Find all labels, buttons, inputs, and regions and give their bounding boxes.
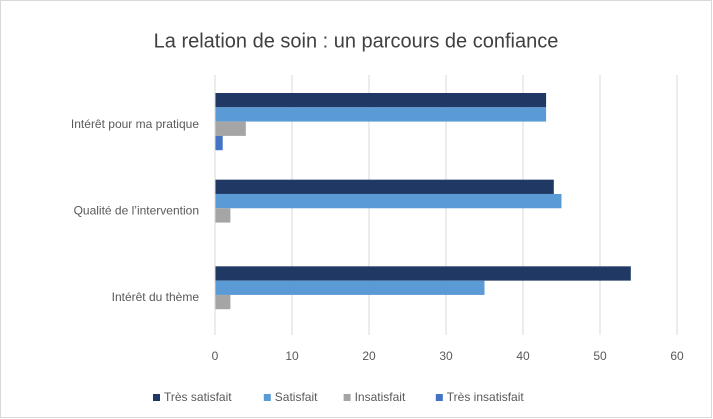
legend-swatch	[435, 394, 443, 401]
x-tick-label: 20	[362, 349, 376, 363]
bar	[215, 294, 231, 310]
legend-label: Très insatisfait	[447, 390, 525, 404]
chart-title: La relation de soin : un parcours de con…	[154, 30, 559, 52]
bar	[215, 280, 485, 295]
bar	[215, 179, 554, 194]
legend-label: Satisfait	[275, 390, 318, 404]
bar	[215, 266, 631, 281]
bar	[215, 135, 223, 151]
y-tick-label: Intérêt du thème	[112, 290, 200, 304]
x-tick-label: 0	[212, 349, 219, 363]
x-tick-label: 50	[593, 349, 607, 363]
legend-label: Insatisfait	[355, 390, 406, 404]
x-tick-label: 40	[516, 349, 530, 363]
y-tick-label: Qualité de l’intervention	[74, 203, 199, 217]
legend-label: Très satisfait	[164, 390, 232, 404]
bar	[215, 121, 246, 136]
bar	[215, 93, 547, 108]
legend-swatch	[153, 394, 160, 401]
x-tick-label: 10	[285, 349, 299, 363]
bar	[215, 193, 562, 209]
y-tick-label: Intérêt pour ma pratique	[71, 117, 199, 131]
x-tick-label: 30	[439, 349, 453, 363]
bar	[215, 107, 547, 122]
x-tick-label: 60	[670, 349, 684, 363]
legend-swatch	[343, 394, 351, 401]
legend-swatch	[263, 394, 271, 401]
bar	[215, 208, 231, 223]
